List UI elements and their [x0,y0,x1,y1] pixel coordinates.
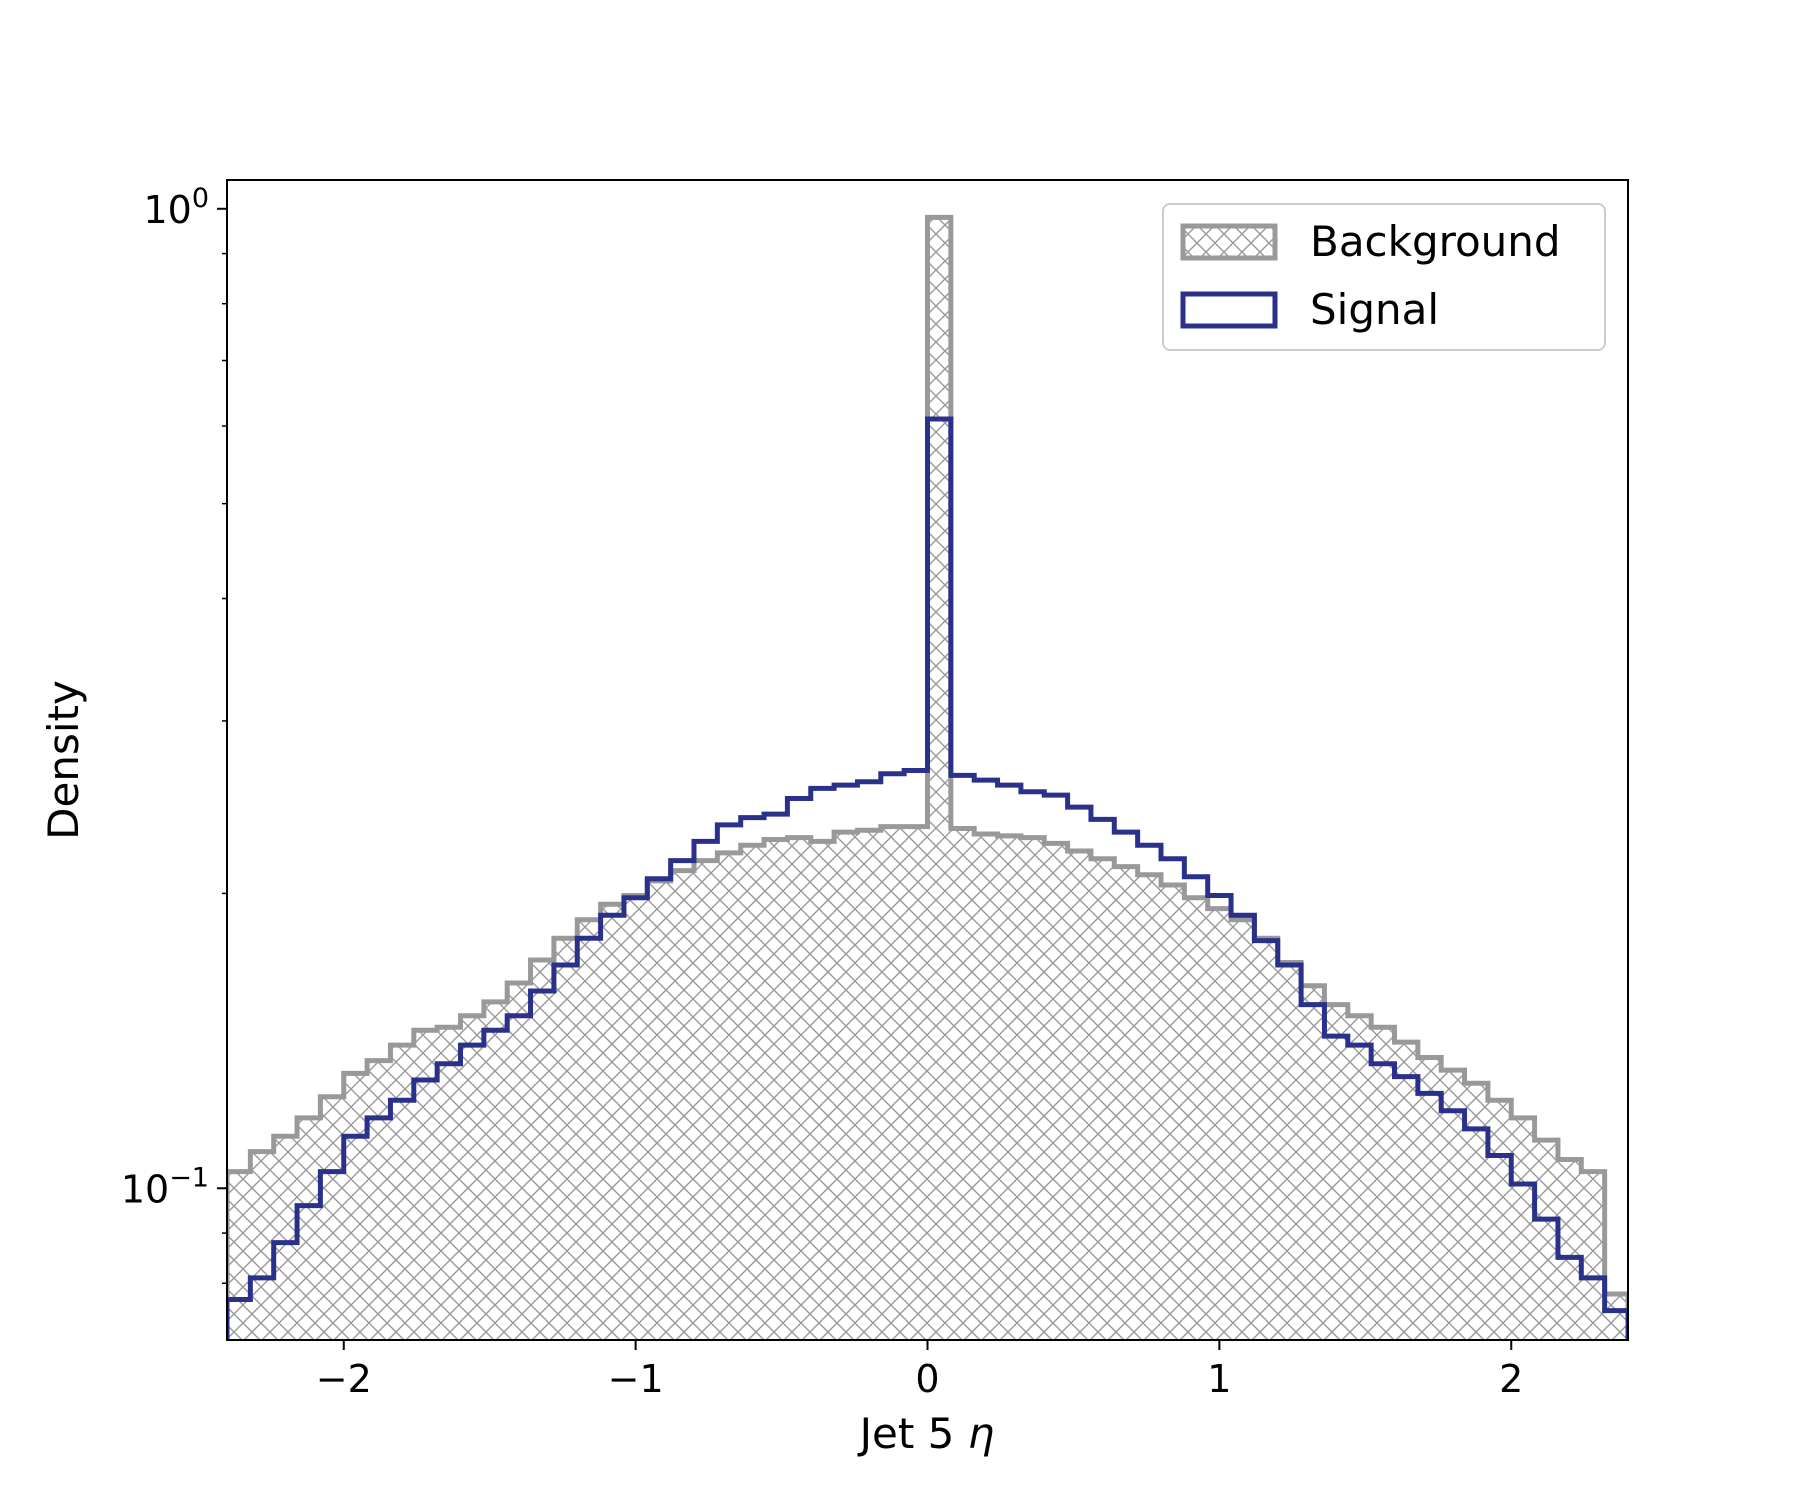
y-tick-label-base: 10 [121,1167,169,1211]
x-tick-label: −2 [316,1357,372,1401]
plot-area [227,214,1628,1340]
x-tick-label: −1 [608,1357,664,1401]
x-tick-label: 0 [915,1357,939,1401]
legend-swatch-signal [1180,291,1278,329]
x-tick-label: 2 [1499,1357,1523,1401]
legend-label-signal: Signal [1310,285,1439,334]
signal-step-outline [227,416,1628,1340]
legend: Background Signal [1162,203,1606,351]
y-tick-label: 100 [143,183,209,232]
y-tick-label: 10−1 [121,1162,209,1211]
background-step-outline [227,214,1628,1340]
legend-swatch-background [1180,223,1278,261]
x-axis-ticks: −2 −1 0 1 2 [316,1340,1523,1401]
x-tick-label: 1 [1207,1357,1231,1401]
y-tick-label-base: 10 [143,188,191,232]
legend-label-background: Background [1310,217,1561,266]
x-axis-label: Jet 5 η [857,1409,995,1458]
y-tick-label-exponent: 0 [192,183,209,214]
y-tick-label-exponent: −1 [169,1162,209,1193]
y-axis-label: Density [39,680,88,840]
